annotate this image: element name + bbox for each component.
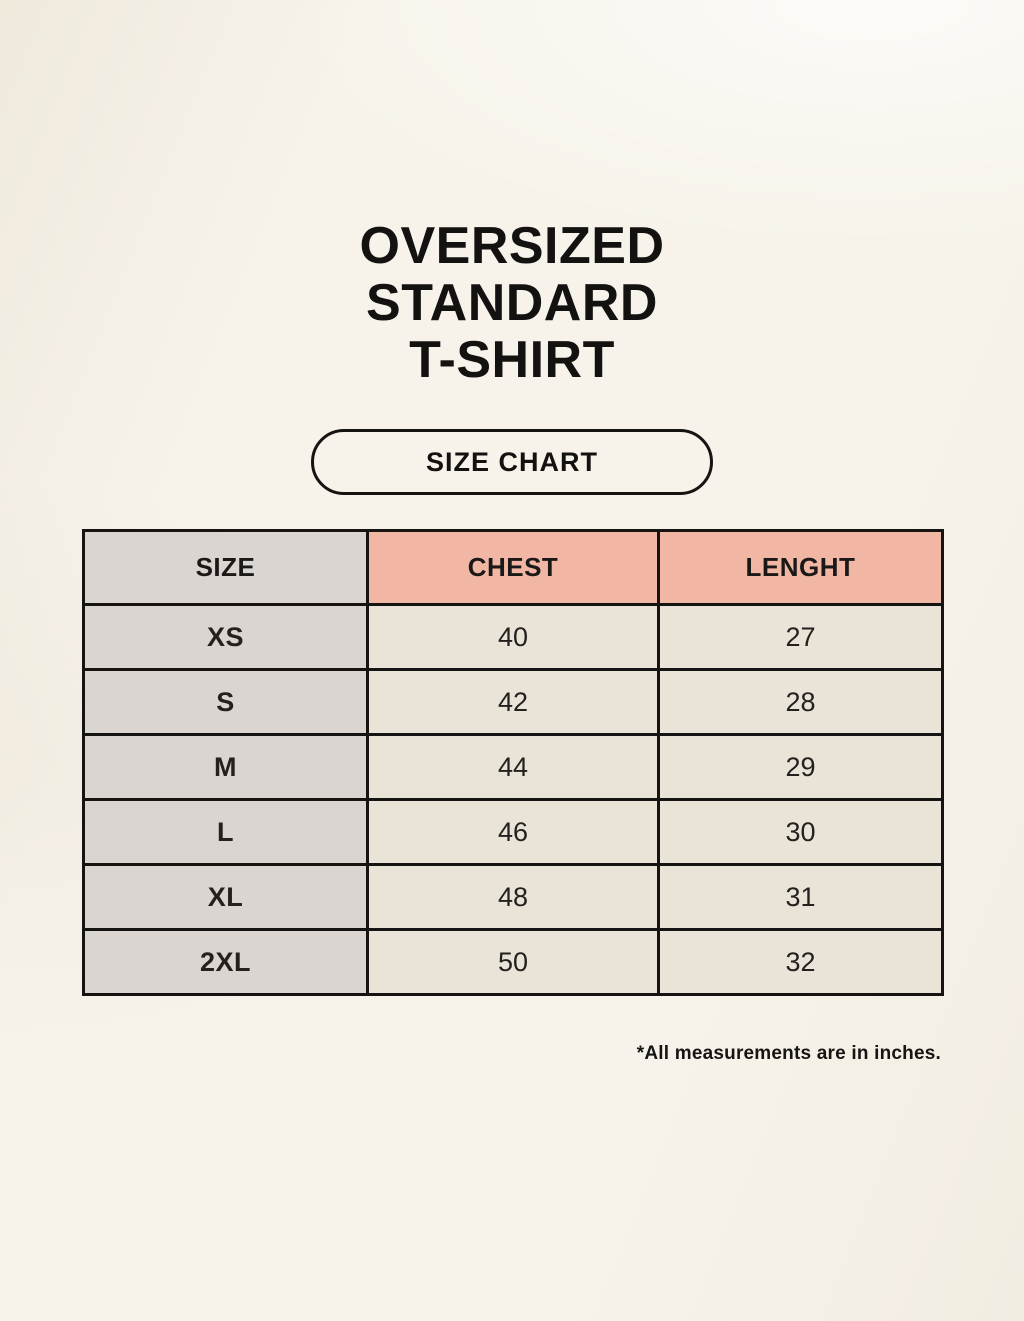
chest-cell: 40 [366, 603, 660, 671]
table-row: XL 48 31 [82, 863, 944, 931]
size-cell: 2XL [82, 928, 369, 996]
page-title: OVERSIZED STANDARD T-SHIRT [0, 218, 1024, 389]
column-header-chest: CHEST [366, 529, 660, 606]
size-cell: L [82, 798, 369, 866]
chest-cell: 50 [366, 928, 660, 996]
table-row: L 46 30 [82, 798, 944, 866]
size-chart-badge: SIZE CHART [311, 429, 713, 495]
chest-cell: 44 [366, 733, 660, 801]
title-line-2: STANDARD [366, 274, 658, 332]
table-row: S 42 28 [82, 668, 944, 736]
size-chart-badge-label: SIZE CHART [426, 446, 598, 477]
length-cell: 32 [657, 928, 944, 996]
length-cell: 31 [657, 863, 944, 931]
table-row: M 44 29 [82, 733, 944, 801]
size-cell: S [82, 668, 369, 736]
chest-cell: 48 [366, 863, 660, 931]
table-row: XS 40 27 [82, 603, 944, 671]
size-table: SIZE CHEST LENGHT XS 40 27 S 42 28 M 44 … [82, 529, 944, 996]
column-header-length: LENGHT [657, 529, 944, 606]
table-header-row: SIZE CHEST LENGHT [82, 529, 944, 606]
column-header-size: SIZE [82, 529, 369, 606]
length-cell: 28 [657, 668, 944, 736]
chest-cell: 42 [366, 668, 660, 736]
measurement-note: *All measurements are in inches. [636, 1043, 941, 1064]
length-cell: 30 [657, 798, 944, 866]
size-cell: XL [82, 863, 369, 931]
length-cell: 27 [657, 603, 944, 671]
title-line-3: T-SHIRT [409, 331, 615, 389]
size-cell: XS [82, 603, 369, 671]
size-cell: M [82, 733, 369, 801]
length-cell: 29 [657, 733, 944, 801]
chest-cell: 46 [366, 798, 660, 866]
table-row: 2XL 50 32 [82, 928, 944, 996]
title-line-1: OVERSIZED [359, 217, 665, 275]
